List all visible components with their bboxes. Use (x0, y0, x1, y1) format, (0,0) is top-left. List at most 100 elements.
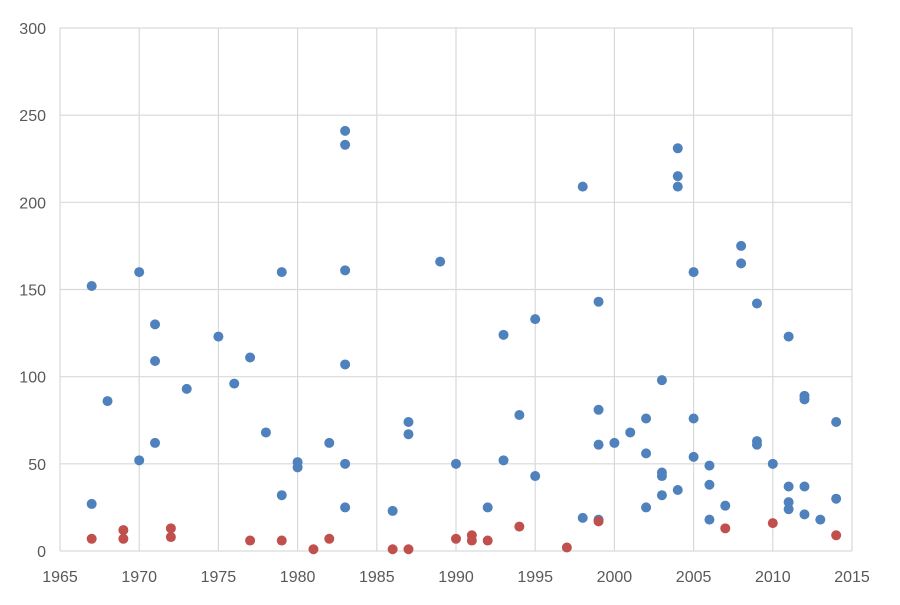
x-tick-label: 1975 (201, 569, 237, 586)
data-point-blue (672, 484, 683, 495)
data-point-blue (213, 331, 224, 342)
axis-layer: 1965 1970 1975 1980 1985 1990 1995 2000 2005 2010… (19, 21, 870, 586)
data-point-blue (150, 437, 161, 448)
data-point-blue (514, 410, 525, 421)
y-tick-label: 50 (28, 457, 46, 474)
data-point-blue (641, 448, 652, 459)
data-point-blue (134, 267, 145, 278)
data-point-blue (276, 490, 287, 501)
data-point-red (451, 533, 461, 544)
grid-layer (59, 27, 853, 552)
data-point-blue (276, 267, 287, 278)
data-point-blue (799, 394, 810, 405)
y-tick-label: 300 (19, 21, 46, 38)
data-point-blue (783, 504, 794, 515)
data-point-blue (260, 427, 271, 438)
data-point-red (165, 523, 176, 534)
data-point-blue (704, 460, 715, 471)
data-point-red (831, 530, 842, 541)
data-point-blue (577, 181, 588, 192)
x-tick-label: 1990 (438, 569, 474, 586)
data-point-red (165, 532, 176, 543)
points-layer (86, 125, 842, 555)
data-point-blue (736, 258, 747, 269)
data-point-blue (451, 458, 461, 469)
data-point-blue (150, 355, 161, 366)
data-point-blue (656, 375, 667, 386)
data-point-blue (530, 314, 541, 325)
data-point-blue (688, 413, 699, 424)
data-point-blue (150, 319, 161, 330)
data-point-blue (340, 359, 351, 370)
data-point-blue (387, 505, 398, 516)
data-point-red (387, 544, 398, 555)
data-point-blue (704, 479, 715, 490)
data-point-blue (736, 240, 747, 251)
data-point-blue (656, 471, 667, 482)
data-point-blue (688, 267, 699, 278)
data-point-blue (641, 413, 652, 424)
y-tick-label: 250 (19, 108, 46, 125)
x-tick-label: 2005 (676, 569, 712, 586)
data-point-blue (340, 265, 351, 276)
data-point-blue (783, 481, 794, 492)
data-point-blue (324, 437, 335, 448)
data-point-blue (340, 458, 351, 469)
x-tick-label: 1970 (121, 569, 157, 586)
data-point-blue (831, 416, 842, 427)
data-point-blue (86, 498, 97, 509)
data-point-red (118, 533, 129, 544)
data-point-red (245, 535, 256, 546)
data-point-blue (672, 171, 683, 182)
data-point-blue (799, 509, 810, 520)
data-point-red (403, 544, 414, 555)
data-point-red (276, 535, 287, 546)
data-point-blue (403, 429, 414, 440)
data-point-blue (641, 502, 652, 513)
x-tick-label: 1980 (280, 569, 316, 586)
data-point-blue (134, 455, 145, 466)
data-point-blue (340, 502, 351, 513)
data-point-blue (292, 462, 303, 473)
y-tick-label: 100 (19, 370, 46, 387)
data-point-blue (403, 416, 414, 427)
data-point-blue (751, 439, 762, 450)
data-point-blue (245, 352, 256, 363)
x-tick-label: 2015 (834, 569, 870, 586)
data-point-blue (593, 296, 604, 307)
data-point-red (767, 518, 778, 529)
data-point-blue (672, 143, 683, 154)
data-point-blue (767, 458, 778, 469)
data-point-blue (102, 396, 113, 407)
data-point-red (482, 535, 493, 546)
data-point-blue (498, 455, 509, 466)
y-tick-label: 150 (19, 283, 46, 300)
y-tick-label: 0 (37, 544, 46, 561)
data-point-blue (783, 331, 794, 342)
data-point-blue (593, 404, 604, 415)
data-point-red (720, 523, 731, 534)
data-point-blue (625, 427, 636, 438)
data-point-blue (799, 481, 810, 492)
x-tick-label: 2010 (755, 569, 791, 586)
data-point-red (593, 516, 604, 527)
x-tick-label: 1995 (517, 569, 553, 586)
data-point-red (308, 544, 319, 555)
data-point-blue (181, 383, 192, 394)
data-point-blue (704, 514, 715, 525)
data-point-blue (720, 500, 731, 511)
data-point-blue (688, 451, 699, 462)
x-tick-label: 1985 (359, 569, 395, 586)
data-point-blue (656, 490, 667, 501)
data-point-red (561, 542, 572, 553)
x-tick-label: 2000 (597, 569, 633, 586)
x-tick-label: 1965 (42, 569, 78, 586)
data-point-red (118, 525, 129, 536)
data-point-blue (435, 256, 446, 267)
data-point-blue (577, 512, 588, 523)
data-point-blue (751, 298, 762, 309)
data-point-blue (229, 378, 240, 389)
data-point-blue (340, 139, 351, 150)
